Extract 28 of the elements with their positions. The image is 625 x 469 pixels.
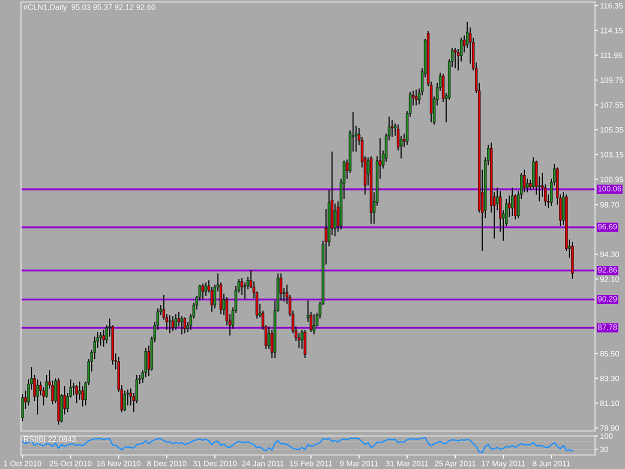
candlestick: [240, 277, 244, 296]
candlestick: [304, 329, 306, 359]
candlestick: [204, 282, 208, 297]
candlestick: [523, 169, 526, 193]
candlestick: [168, 314, 172, 334]
candlestick: [81, 386, 84, 408]
line-series: [22, 436, 574, 454]
candlestick: [183, 316, 186, 334]
candlestick: [511, 187, 514, 216]
candlestick: [123, 390, 126, 412]
candlestick: [174, 313, 178, 330]
candlestick: [414, 89, 418, 106]
candlestick: [99, 332, 102, 346]
candlestick: [171, 316, 174, 332]
candlestick: [334, 202, 336, 237]
candlestick: [78, 381, 81, 400]
candlestick: [75, 384, 78, 404]
candlestick: [102, 329, 105, 348]
candlestick: [36, 378, 39, 415]
candlestick: [526, 178, 529, 193]
candlestick: [180, 316, 184, 335]
candlestick: [72, 382, 75, 396]
candlestick: [312, 313, 316, 335]
candlestick: [202, 283, 204, 300]
candlestick: [454, 47, 457, 69]
candlestick: [268, 326, 270, 350]
candlestick: [390, 120, 394, 138]
candlestick: [21, 394, 24, 422]
